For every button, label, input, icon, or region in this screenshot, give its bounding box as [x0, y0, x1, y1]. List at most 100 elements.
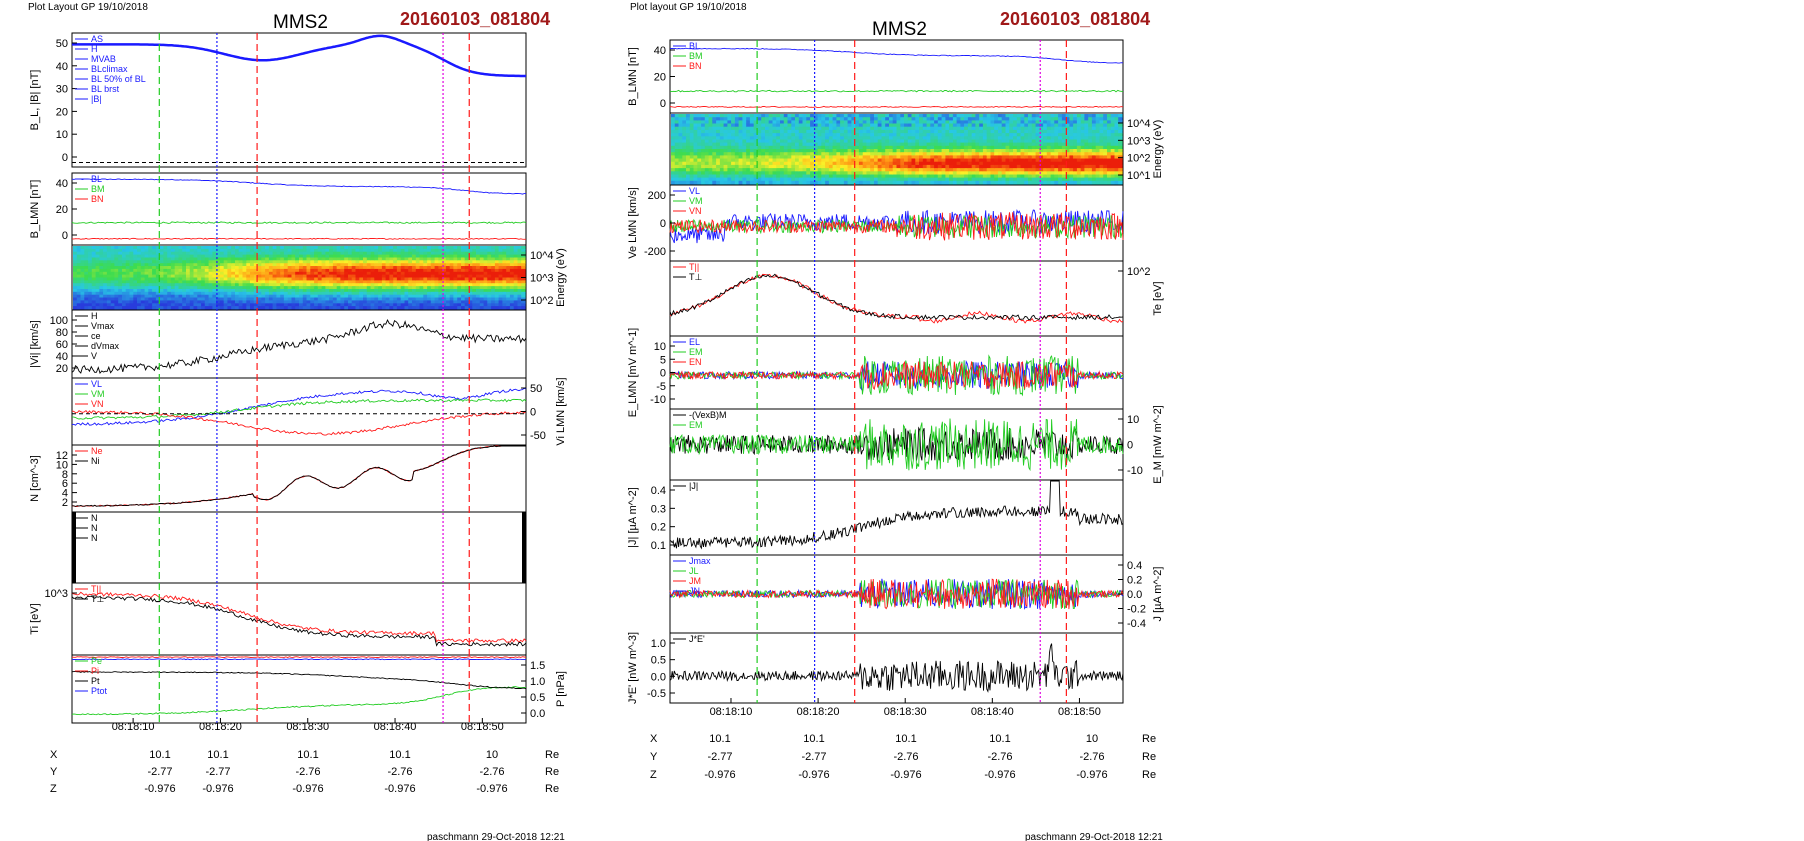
- spectrogram-cell: [84, 263, 89, 267]
- ephemeris-unit: Re: [545, 749, 559, 761]
- spectrogram-cell: [95, 283, 100, 287]
- spectrogram-cell: [419, 306, 424, 310]
- spectrogram-cell: [731, 174, 736, 179]
- spectrogram-cell: [283, 300, 289, 304]
- spectrogram-cell: [787, 117, 792, 121]
- spectrogram-cell: [389, 300, 394, 304]
- spectrogram-cell: [949, 180, 954, 185]
- spectrogram-cell: [152, 257, 157, 261]
- spectrogram-cell: [513, 303, 519, 307]
- spectrogram-cell: [919, 142, 924, 147]
- spectrogram-cell: [813, 155, 819, 160]
- spectrogram-cell: [479, 248, 485, 253]
- spectrogram-cell: [457, 257, 462, 261]
- spectrogram-cell: [749, 145, 755, 150]
- spectrogram-cell: [170, 286, 176, 290]
- spectrogram-cell: [227, 291, 232, 296]
- spectrogram-cell: [359, 303, 364, 307]
- spectrogram-cell: [95, 251, 100, 256]
- spectrogram-cell: [167, 289, 172, 293]
- spectrogram-cell: [783, 120, 789, 125]
- spectrogram-cell: [129, 246, 134, 250]
- spectrogram-cell: [351, 300, 357, 304]
- spectrogram-cell: [858, 149, 864, 153]
- spectrogram-cell: [445, 246, 451, 250]
- spectrogram-cell: [419, 291, 424, 296]
- spectrogram-cell: [810, 177, 815, 182]
- spectrogram-cell: [140, 283, 146, 287]
- spectrogram-cell: [201, 283, 206, 287]
- spectrogram-cell: [990, 133, 995, 137]
- spectrogram-cell: [310, 274, 315, 279]
- spectrogram-cell: [979, 149, 984, 153]
- spectrogram-cell: [1001, 155, 1007, 160]
- spectrogram-cell: [761, 171, 766, 176]
- spectrogram-cell: [836, 114, 841, 118]
- spectrogram-cell: [919, 174, 924, 179]
- spectrogram-cell: [95, 266, 100, 270]
- spectrogram-cell: [971, 114, 977, 118]
- spectrogram-cell: [749, 136, 755, 141]
- spectrogram-cell: [701, 129, 706, 134]
- spectrogram-cell: [404, 248, 409, 253]
- spectrogram-cell: [332, 274, 338, 279]
- spectrogram-cell: [738, 149, 743, 153]
- spectrogram-cell: [855, 171, 860, 176]
- spectrogram-cell: [768, 142, 774, 147]
- spectrogram-cell: [877, 155, 883, 160]
- spectrogram-cell: [385, 274, 390, 279]
- spectrogram-cell: [193, 260, 198, 264]
- spectrogram-cell: [851, 126, 856, 131]
- spectrogram-cell: [167, 257, 172, 261]
- spectrogram-cell: [400, 306, 406, 310]
- spectrogram-cell: [1016, 142, 1022, 147]
- spectrogram-cell: [122, 303, 127, 307]
- spectrogram-cell: [813, 161, 819, 166]
- spectrogram-cell: [836, 117, 841, 121]
- spectrogram-cell: [445, 268, 451, 273]
- spectrogram-cell: [731, 126, 736, 131]
- spectrogram-cell: [374, 306, 379, 310]
- spectrogram-cell: [967, 171, 973, 176]
- spectrogram-cell: [464, 289, 470, 293]
- spectrogram-cell: [704, 126, 710, 131]
- spectrogram-cell: [885, 126, 890, 131]
- spectrogram-cell: [412, 294, 417, 299]
- spectrogram-cell: [731, 155, 736, 160]
- spectrogram-cell: [430, 297, 436, 301]
- spectrogram-cell: [265, 289, 270, 293]
- spectrogram-cell: [911, 129, 916, 134]
- spectrogram-cell: [810, 120, 815, 125]
- spectrogram-cell: [1031, 123, 1037, 128]
- spectrogram-cell: [772, 114, 777, 118]
- spectrogram-cell: [949, 114, 954, 118]
- spectrogram-cell: [964, 120, 969, 125]
- spectrogram-cell: [975, 136, 980, 141]
- spectrogram-cell: [937, 126, 943, 131]
- legend-label: T⊥: [91, 594, 104, 604]
- spectrogram-cell: [280, 291, 285, 296]
- spectrogram-cell: [491, 268, 496, 273]
- spectrogram-cell: [144, 291, 149, 296]
- spectrogram-cell: [776, 152, 781, 156]
- spectrogram-cell: [261, 306, 266, 310]
- spectrogram-cell: [998, 120, 1003, 125]
- spectrogram-cell: [1013, 120, 1018, 125]
- spectrogram-cell: [468, 297, 473, 301]
- spectrogram-cell: [80, 280, 85, 284]
- spectrogram-cell: [686, 123, 691, 128]
- spectrogram-cell: [442, 263, 447, 267]
- spectrogram-cell: [491, 286, 496, 290]
- spectrogram-cell: [761, 155, 766, 160]
- spectrogram-cell: [889, 174, 894, 179]
- spectrogram-cell: [780, 139, 785, 144]
- spectrogram-cell: [186, 257, 191, 261]
- spectrogram-cell: [103, 300, 108, 304]
- spectrogram-cell: [250, 274, 255, 279]
- spectrogram-cell: [385, 286, 390, 290]
- spectrogram-cell: [1001, 133, 1007, 137]
- spectrogram-cell: [325, 306, 330, 310]
- spectrogram-cell: [765, 126, 770, 131]
- spectrogram-cell: [197, 283, 202, 287]
- spectrogram-cell: [892, 152, 898, 156]
